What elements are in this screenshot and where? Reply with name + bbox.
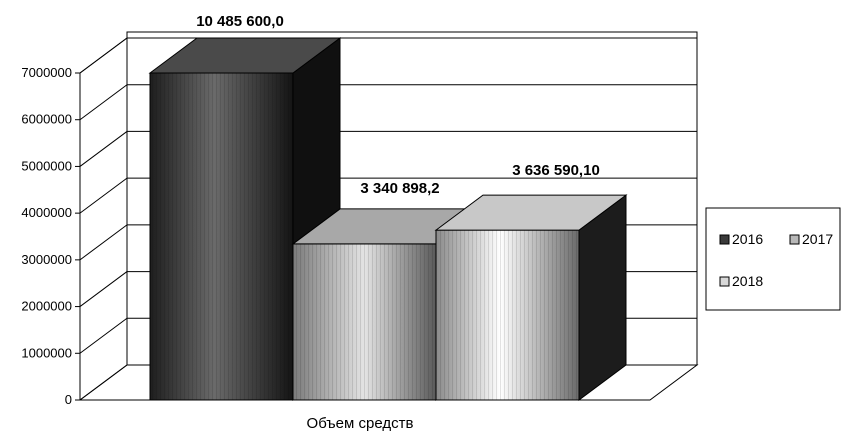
legend-swatch-2018 (719, 276, 730, 287)
legend: 2016 2017 2018 (705, 207, 841, 311)
y-tick-label: 4000000 (21, 205, 72, 220)
y-axis: 0 1000000 2000000 3000000 4000000 5000000 6000… (21, 65, 80, 407)
side-gridline (79, 271, 128, 307)
legend-item-2016: 2016 (719, 231, 763, 247)
x-category-label: Объем средств (307, 415, 414, 432)
side-gridline (79, 224, 128, 261)
y-tick-label: 7000000 (21, 65, 72, 80)
y-tick-label: 2000000 (21, 299, 72, 314)
legend-item-2017: 2017 (789, 231, 833, 247)
bar-texture (293, 243, 436, 400)
legend-label-2017: 2017 (802, 231, 833, 247)
side-gridline (79, 37, 128, 74)
bar-side-face (578, 194, 627, 401)
y-tick-label: 5000000 (21, 158, 72, 173)
y-tick-label: 3000000 (21, 252, 72, 267)
side-gridline (79, 84, 128, 121)
data-label-2017: 3 340 898,2 (360, 180, 439, 197)
legend-label-2016: 2016 (732, 231, 763, 247)
y-tick-label: 0 (65, 392, 72, 407)
legend-swatch-2016 (719, 234, 730, 245)
bars (148, 37, 628, 401)
bar-texture (436, 230, 579, 400)
legend-label-2018: 2018 (732, 273, 763, 289)
data-labels: 10 485 600,0 3 340 898,2 3 636 590,10 (196, 13, 600, 197)
bar-texture (150, 73, 293, 400)
bar-2018 (434, 194, 628, 401)
y-tick-label: 6000000 (21, 112, 72, 127)
side-gridline (79, 364, 128, 401)
side-gridline (79, 317, 128, 354)
data-label-2016: 10 485 600,0 (196, 13, 284, 30)
legend-swatch-2017 (789, 234, 800, 245)
side-gridline (79, 177, 128, 214)
legend-box (705, 207, 841, 311)
legend-item-2018: 2018 (719, 273, 763, 289)
y-tick-label: 1000000 (21, 345, 72, 360)
bar-top-face (148, 37, 342, 74)
data-label-2018: 3 636 590,10 (512, 162, 600, 179)
bar-top-face (434, 194, 628, 231)
side-gridline (79, 131, 128, 167)
